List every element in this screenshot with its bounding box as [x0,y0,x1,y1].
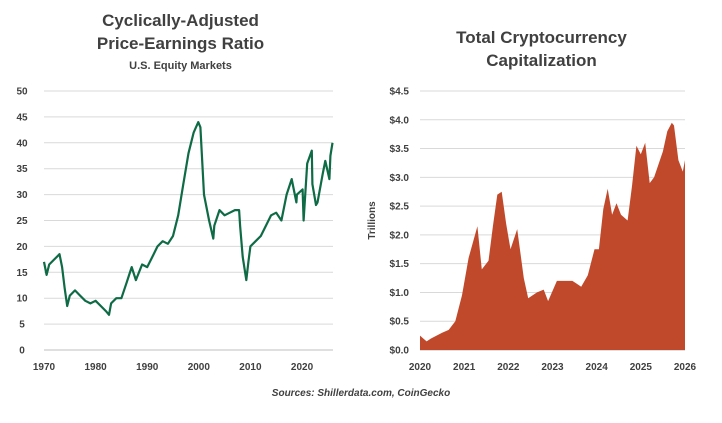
y-tick-label: 30 [16,190,28,201]
cape-chart-subtitle: U.S. Equity Markets [129,60,232,72]
y-tick-label: 20 [16,242,28,253]
y-tick-label: $0.5 [390,317,410,328]
crypto-chart-title-line-1: Total Cryptocurrency [456,28,627,47]
y-tick-label: 50 [16,87,28,98]
source-note: Sources: Shillerdata.com, CoinGecko [271,388,451,399]
cape-ratio-line [42,120,334,316]
y-tick-label: 5 [19,320,25,331]
crypto-chart-plot: $0.0 $0.5 $1.0 $1.5 $2.0 $2.5 $3.0 $3.5 $4.0 $4.5… [367,87,697,374]
y-tick-label: 10 [16,294,28,305]
y-tick-label: $2.5 [390,202,410,213]
cape-chart-plot: 0 5 10 15 20 25 30 35 40 45 50 1970 1980 1990 2000 2010… [16,87,334,373]
y-tick-label: 15 [16,268,28,279]
y-tick-label: $4.5 [390,87,410,98]
y-axis-title: Trillions [367,201,378,240]
y-tick-label: 45 [16,112,28,123]
crypto-chart-title-line-2: Capitalization [486,51,597,70]
y-tick-label: $3.0 [390,173,410,184]
y-tick-label: $1.5 [390,259,410,270]
crypto-chart-panel: Total Cryptocurrency Capitalization $0.0… [361,0,722,423]
x-tick-label: 2025 [630,362,653,373]
x-tick-label: 2023 [541,362,564,373]
y-tick-label: 35 [16,164,28,175]
y-tick-label: $3.5 [390,144,410,155]
x-tick-label: 1980 [84,362,107,373]
x-tick-label: 2022 [497,362,520,373]
x-tick-label: 2024 [586,362,609,373]
x-tick-label: 1990 [136,362,159,373]
cape-chart-title-line-2: Price-Earnings Ratio [96,34,265,53]
x-tick-label: 1970 [33,362,56,373]
y-tick-label: 25 [16,216,28,227]
y-tick-label: $0.0 [390,346,410,357]
x-tick-label: 2020 [409,362,432,373]
x-tick-label: 2026 [674,362,697,373]
x-tick-label: 2000 [188,362,211,373]
y-tick-label: $1.0 [390,288,410,299]
crypto-cap-area [420,122,685,350]
x-tick-label: 2020 [291,362,314,373]
y-tick-label: 40 [16,138,28,149]
y-tick-label: $4.0 [390,115,410,126]
x-tick-label: 2010 [239,362,262,373]
x-tick-label: 2021 [453,362,476,373]
cape-chart-panel: Cyclically-Adjusted Price-Earnings Ratio… [16,11,334,373]
cape-chart-title-line-1: Cyclically-Adjusted [102,11,259,30]
y-tick-label: $2.0 [390,230,410,241]
y-tick-label: 0 [19,346,25,357]
